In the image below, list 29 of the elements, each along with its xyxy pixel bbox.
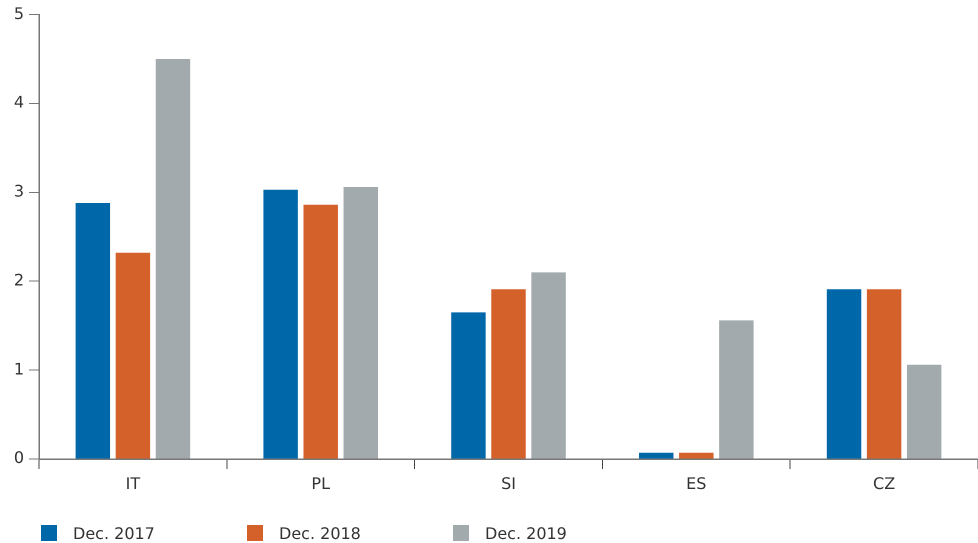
y-tick-label: 1: [14, 359, 24, 378]
bar: [76, 203, 110, 458]
bar: [719, 320, 754, 458]
bar: [906, 364, 942, 458]
bar: [344, 187, 378, 458]
bar: [639, 452, 674, 458]
legend-label: Dec. 2019: [485, 524, 567, 542]
y-tick-label: 0: [14, 448, 24, 468]
x-tick-label: ES: [686, 474, 706, 493]
y-tick-label: 4: [14, 92, 24, 112]
bar: [263, 190, 298, 458]
bar: [826, 289, 862, 458]
bar: [866, 289, 902, 458]
bar: [491, 289, 526, 458]
x-tick-label: PL: [311, 474, 330, 493]
y-tick-label: 2: [14, 270, 24, 290]
y-tick-label: 3: [14, 182, 24, 201]
bar: [679, 452, 714, 458]
bar: [451, 312, 486, 458]
bar: [303, 204, 338, 458]
x-tick-label: CZ: [873, 474, 896, 493]
x-tick-label: IT: [126, 474, 140, 493]
legend-label: Dec. 2018: [279, 524, 361, 542]
legend-label: Dec. 2017: [73, 524, 155, 542]
y-tick-label: 5: [14, 4, 24, 23]
bar: [156, 59, 190, 458]
bar: [531, 272, 566, 458]
x-tick-label: SI: [501, 474, 516, 493]
bar: [116, 252, 150, 458]
